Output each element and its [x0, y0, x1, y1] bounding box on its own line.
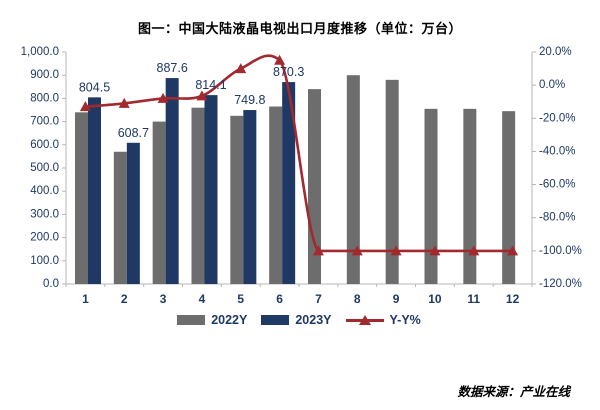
y-axis-right-label: -60.0% [539, 179, 575, 191]
bar-2022 [152, 121, 166, 284]
yy-marker-triangle-icon [118, 97, 130, 108]
yy-marker-triangle-icon [429, 245, 441, 256]
legend-line-marker-icon [345, 314, 384, 326]
bar-2023 [126, 142, 140, 284]
x-axis-label: 2 [121, 292, 128, 306]
x-axis-label: 6 [276, 292, 283, 306]
x-axis-label: 11 [467, 292, 480, 306]
bar-2022 [463, 108, 477, 284]
x-axis-label: 5 [237, 292, 244, 306]
bar-2022 [424, 108, 438, 284]
legend-label-2022: 2022Y [211, 313, 248, 327]
y-axis-left-label: 0.0 [43, 278, 59, 290]
source-note: 数据来源：产业在线 [457, 385, 570, 399]
x-axis-label: 12 [506, 292, 520, 306]
legend-label-yy: Y-Y% [389, 313, 421, 327]
bar-2023 [88, 97, 101, 284]
legend-label-2023: 2023Y [295, 313, 332, 327]
y-axis-right-label: -20.0% [539, 112, 575, 124]
bar-2022 [269, 106, 283, 285]
data-label: 749.8 [234, 93, 265, 107]
y-axis-right-label: 0.0% [539, 79, 565, 91]
y-axis-right-label: -40.0% [539, 145, 575, 157]
yy-marker-triangle-icon [312, 245, 324, 256]
x-axis-label: 1 [82, 292, 89, 306]
chart-title: 图一：中国大陆液晶电视出口月度推移（单位：万台） [137, 21, 462, 36]
bar-2022 [385, 79, 399, 284]
yy-marker-triangle-icon [79, 101, 91, 112]
y-axis-left-label: 700.0 [30, 116, 59, 128]
data-label: 608.7 [118, 126, 149, 140]
legend-swatch-2022 [177, 315, 206, 325]
y-axis-right-label: 20.0% [539, 46, 572, 58]
legend-item-2022: 2022Y [177, 313, 247, 327]
legend: 2022Y 2023Y Y-Y% [66, 313, 532, 327]
legend-item-yy: Y-Y% [345, 313, 421, 327]
bar-2023 [243, 110, 257, 284]
bar-2022 [230, 115, 244, 284]
y-axis-left-label: 400.0 [30, 185, 59, 197]
legend-item-2023: 2023Y [261, 313, 332, 327]
y-axis-left-label: 200.0 [30, 232, 59, 244]
yy-marker-triangle-icon [157, 92, 169, 103]
yy-marker-triangle-icon [196, 90, 208, 101]
y-axis-left-label: 1,000.0 [21, 46, 59, 58]
yy-line [85, 54, 513, 253]
yy-marker-triangle-icon [235, 63, 247, 74]
data-label: 814.1 [195, 78, 226, 92]
data-label: 804.5 [79, 80, 110, 94]
y-axis-right-label: -120.0% [539, 278, 582, 290]
bar-2023 [165, 78, 179, 284]
bar-2023 [282, 82, 296, 285]
y-axis-left-label: 300.0 [30, 208, 59, 220]
x-axis-label: 4 [199, 292, 206, 306]
y-axis-left-label: 100.0 [30, 255, 59, 267]
yy-marker-triangle-icon [468, 245, 480, 256]
yy-marker-triangle-icon [351, 245, 363, 256]
bar-2022 [113, 151, 127, 284]
bar-2022 [191, 107, 205, 285]
bar-2022 [75, 112, 88, 284]
y-axis-left-label: 600.0 [30, 139, 59, 151]
data-label: 870.3 [273, 65, 304, 79]
x-axis-label: 3 [160, 292, 167, 306]
yy-marker-triangle-icon [390, 245, 402, 256]
bar-2022 [502, 111, 516, 284]
y-axis-right-label: -80.0% [539, 212, 575, 224]
x-axis-label: 7 [315, 292, 322, 306]
y-axis-left-label: 800.0 [30, 92, 59, 104]
bar-2023 [204, 95, 218, 284]
yy-marker-triangle-icon [274, 54, 286, 65]
bar-2022 [346, 75, 360, 284]
x-axis-label: 8 [354, 292, 361, 306]
yy-marker-triangle-icon [507, 245, 519, 256]
x-axis-label: 10 [428, 292, 442, 306]
legend-swatch-2023 [261, 315, 290, 325]
y-axis-left-label: 500.0 [30, 162, 59, 174]
y-axis-right-label: -100.0% [539, 245, 582, 257]
x-axis-label: 9 [393, 292, 400, 306]
y-axis-left-label: 900.0 [30, 69, 59, 81]
data-label: 887.6 [157, 61, 188, 75]
